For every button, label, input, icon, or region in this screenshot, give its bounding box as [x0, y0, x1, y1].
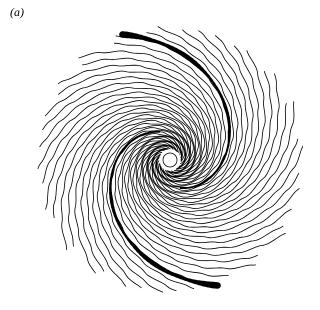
spiral-arm	[133, 142, 300, 238]
figure: (a)	[0, 0, 303, 310]
panel-label: (a)	[10, 5, 24, 19]
core	[163, 153, 177, 167]
dark-arm	[212, 285, 217, 286]
dark-arm	[122, 34, 127, 35]
spiral-pattern	[38, 27, 303, 293]
